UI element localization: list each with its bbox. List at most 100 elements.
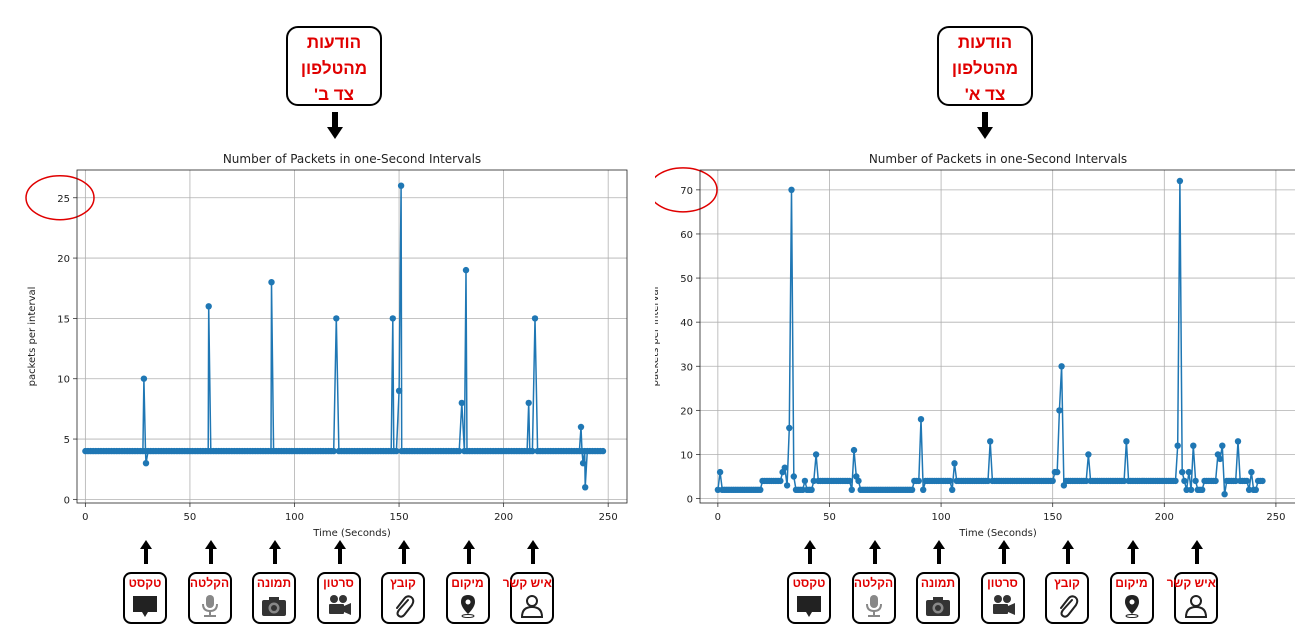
- callout-line: צד ב': [314, 85, 354, 104]
- y-tick-label: 70: [680, 186, 693, 197]
- chart: Number of Packets in one-Second Interval…: [25, 152, 628, 539]
- data-point: [395, 387, 403, 394]
- icon-box: הקלטה: [851, 572, 896, 624]
- up-arrow-icon: [804, 540, 816, 564]
- y-tick-label: 40: [680, 318, 693, 329]
- data-point: [1199, 486, 1206, 493]
- data-point: [790, 473, 797, 480]
- video-camera-icon: [992, 595, 1015, 615]
- data-point: [777, 477, 784, 485]
- icon-label: הקלטה: [853, 576, 894, 590]
- up-arrow-icon: [269, 540, 281, 564]
- plot-frame: [699, 169, 1295, 504]
- data-point: [1216, 455, 1224, 463]
- data-point: [1187, 486, 1195, 493]
- data-point: [1056, 407, 1063, 414]
- data-point: [1259, 477, 1266, 485]
- icon-box: סרטון: [980, 572, 1025, 624]
- chart-title: Number of Packets in one-Second Interval…: [223, 152, 481, 166]
- down-arrow-icon: [327, 112, 343, 139]
- data-point: [799, 486, 806, 493]
- up-arrow-icon: [333, 540, 346, 564]
- icon-box: טקסט: [123, 572, 167, 624]
- camera-icon: [926, 597, 950, 616]
- icon-label: איש קשר: [1166, 576, 1216, 590]
- data-point: [987, 438, 994, 445]
- data-point: [848, 486, 855, 493]
- callout-box: הודעות מהטלפון צד א': [937, 26, 1033, 106]
- x-axis-label: Time (Seconds): [312, 528, 391, 539]
- data-point: [1183, 486, 1190, 493]
- callout-box: הודעות מהטלפון צד ב': [286, 26, 382, 106]
- paperclip-icon: [396, 595, 415, 618]
- icon-label: טקסט: [792, 576, 826, 590]
- data-point: [810, 477, 817, 485]
- x-tick-label: 150: [1043, 512, 1062, 523]
- icon-label: סרטון: [323, 576, 354, 590]
- data-point: [1234, 438, 1242, 445]
- data-point: [599, 447, 607, 455]
- x-tick-label: 0: [715, 512, 721, 523]
- data-point: [1181, 477, 1188, 485]
- contact-icon: [520, 595, 544, 618]
- data-point: [1083, 477, 1090, 485]
- x-tick-label: 250: [599, 512, 618, 523]
- data-point: [140, 375, 148, 382]
- data-point: [456, 447, 463, 455]
- data-point: [757, 486, 764, 493]
- y-tick-label: 10: [680, 450, 693, 461]
- icon-label: הקלטה: [189, 576, 230, 590]
- x-tick-label: 100: [932, 512, 951, 523]
- x-tick-label: 50: [823, 512, 836, 523]
- up-arrow-icon: [462, 540, 475, 564]
- data-point: [1219, 442, 1226, 449]
- icon-label: מיקום: [1115, 576, 1148, 590]
- y-axis-label: packets per interval: [655, 287, 661, 387]
- up-arrow-icon: [527, 540, 539, 564]
- data-point: [529, 447, 536, 455]
- data-point: [1243, 477, 1251, 485]
- y-tick-label: 5: [64, 435, 70, 446]
- callout-line: הודעות: [957, 33, 1013, 52]
- data-point: [1185, 468, 1193, 476]
- data-point: [205, 303, 212, 310]
- data-point: [397, 182, 405, 189]
- data-point: [783, 482, 791, 489]
- data-point: [1174, 442, 1181, 449]
- y-tick-label: 25: [57, 194, 70, 205]
- data-point: [1120, 477, 1128, 485]
- y-tick-label: 0: [687, 495, 693, 506]
- up-arrow-icon: [1126, 540, 1139, 564]
- x-tick-label: 50: [184, 512, 197, 523]
- data-point: [462, 266, 470, 274]
- data-point: [917, 416, 925, 423]
- data-point: [846, 477, 853, 485]
- data-point: [1172, 477, 1179, 485]
- data-point: [855, 477, 862, 485]
- data-point: [812, 451, 820, 458]
- data-point: [393, 447, 400, 455]
- highlight-circle: [655, 167, 718, 213]
- data-point: [781, 464, 788, 471]
- icon-box: הקלטה: [187, 572, 232, 624]
- chart: Number of Packets in one-Second Interval…: [655, 152, 1295, 539]
- icon-box: מיקום: [445, 572, 490, 624]
- icon-label: מיקום: [451, 576, 484, 590]
- y-tick-label: 15: [57, 314, 70, 325]
- icon-label: תמונה: [256, 576, 292, 590]
- up-arrow-icon: [140, 540, 152, 564]
- paperclip-icon: [1060, 595, 1079, 618]
- data-point: [946, 477, 954, 485]
- data-point: [142, 460, 150, 467]
- x-tick-label: 200: [1155, 512, 1174, 523]
- data-point: [458, 399, 465, 407]
- icon-box: תמונה: [252, 572, 296, 624]
- up-arrow-icon: [997, 540, 1010, 564]
- up-arrow-icon: [1062, 540, 1074, 564]
- data-point: [1123, 438, 1130, 445]
- y-tick-label: 60: [680, 230, 693, 241]
- icon-box: סרטון: [316, 572, 361, 624]
- data-point: [1085, 451, 1092, 458]
- x-tick-label: 100: [285, 512, 304, 523]
- camera-icon: [262, 597, 286, 616]
